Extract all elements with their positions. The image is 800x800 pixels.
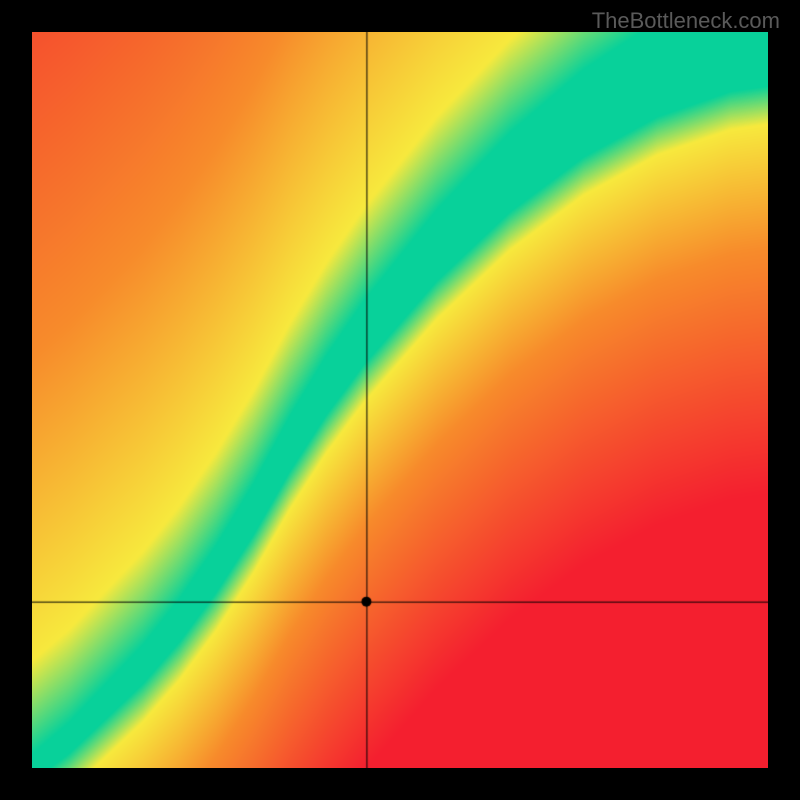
- plot-area: [32, 32, 768, 768]
- watermark-text: TheBottleneck.com: [592, 8, 780, 34]
- chart-container: TheBottleneck.com: [0, 0, 800, 800]
- heatmap-canvas: [32, 32, 768, 768]
